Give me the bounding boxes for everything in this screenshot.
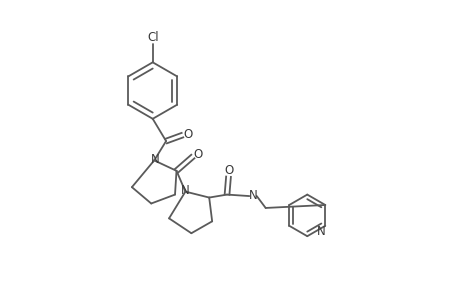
Text: N: N	[150, 153, 159, 166]
Text: O: O	[224, 164, 233, 177]
Text: N: N	[181, 184, 190, 197]
Text: Cl: Cl	[146, 32, 158, 44]
Text: N: N	[317, 225, 325, 238]
Text: N: N	[248, 189, 257, 202]
Text: O: O	[183, 128, 192, 141]
Text: O: O	[193, 148, 202, 161]
